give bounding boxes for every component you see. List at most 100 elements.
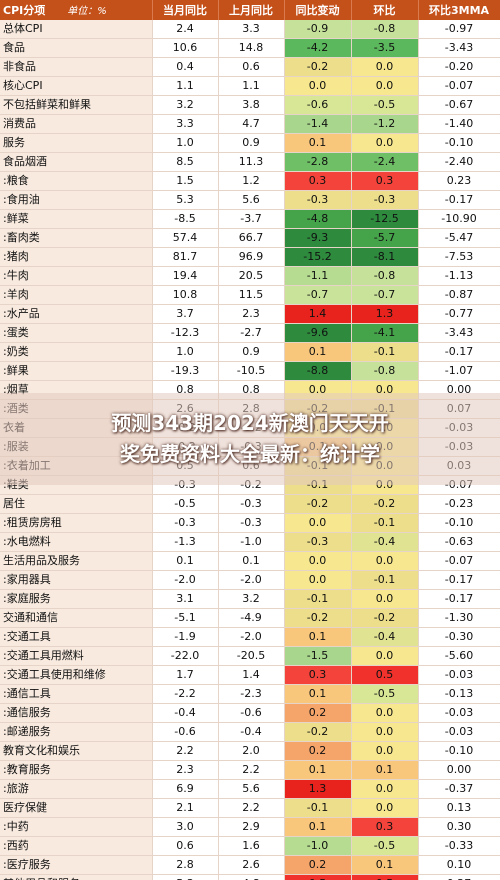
table-row[interactable]: 交通和通信 -5.1 -4.9 -0.2 -0.2 -1.30 (0, 608, 500, 629)
overlay-headline: 预测343期2024新澳门天天开 奖免费资料大全最新：统计学 (0, 408, 500, 470)
header-row: CPI分项 单位：% 当月同比 上月同比 同比变动 环比 环比3MMA (0, 0, 500, 20)
table-row[interactable]: :通信服务 -0.4 -0.6 0.2 0.0 -0.03 (0, 703, 500, 724)
cell-yoy-change: -1.1 (284, 266, 352, 287)
table-row[interactable]: :旅游 6.9 5.6 1.3 0.0 -0.37 (0, 779, 500, 800)
cell-mom: -0.3 (351, 190, 419, 211)
cell-mom: -2.4 (351, 152, 419, 173)
header-category-label: CPI分项 (3, 4, 46, 17)
table-row[interactable]: :奶类 1.0 0.9 0.1 -0.1 -0.17 (0, 342, 500, 363)
cell-prior-yoy: -10.5 (218, 361, 285, 382)
table-row[interactable]: :通信工具 -2.2 -2.3 0.1 -0.5 -0.13 (0, 684, 500, 705)
cell-current-yoy: 2.1 (152, 798, 219, 819)
table-row[interactable]: :鲜菜 -8.5 -3.7 -4.8 -12.5 -10.90 (0, 209, 500, 230)
table-row[interactable]: :鲜果 -19.3 -10.5 -8.8 -0.8 -1.07 (0, 361, 500, 382)
cell-prior-yoy: 0.1 (218, 551, 285, 572)
cell-yoy-change: -1.4 (284, 114, 352, 135)
table-row[interactable]: :家庭服务 3.1 3.2 -0.1 0.0 -0.17 (0, 589, 500, 610)
header-mom-3mma[interactable]: 环比3MMA (418, 0, 500, 20)
table-row[interactable]: 食品 10.6 14.8 -4.2 -3.5 -3.43 (0, 38, 500, 59)
cell-mom-3mma: -0.10 (418, 133, 500, 154)
cell-prior-yoy: 20.5 (218, 266, 285, 287)
row-category: :交通工具用燃料 (0, 646, 153, 667)
cell-current-yoy: 6.9 (152, 779, 219, 800)
cell-current-yoy: 8.5 (152, 152, 219, 173)
row-category: :邮递服务 (0, 722, 153, 743)
table-row[interactable]: 食品烟酒 8.5 11.3 -2.8 -2.4 -2.40 (0, 152, 500, 173)
table-row[interactable]: :交通工具用燃料 -22.0 -20.5 -1.5 0.0 -5.60 (0, 646, 500, 667)
cell-yoy-change: -0.6 (284, 95, 352, 116)
table-row[interactable]: :食用油 5.3 5.6 -0.3 -0.3 -0.17 (0, 190, 500, 211)
table-row[interactable]: :粮食 1.5 1.2 0.3 0.3 0.23 (0, 171, 500, 192)
cell-mom-3mma: -10.90 (418, 209, 500, 230)
table-row[interactable]: :教育服务 2.3 2.2 0.1 0.1 0.00 (0, 760, 500, 781)
table-row[interactable]: :猪肉 81.7 96.9 -15.2 -8.1 -7.53 (0, 247, 500, 268)
cell-current-yoy: 0.6 (152, 836, 219, 857)
table-row[interactable]: 生活用品及服务 0.1 0.1 0.0 0.0 -0.07 (0, 551, 500, 572)
table-row[interactable]: :畜肉类 57.4 66.7 -9.3 -5.7 -5.47 (0, 228, 500, 249)
header-category[interactable]: CPI分项 单位：% (0, 0, 153, 20)
table-row[interactable]: :水电燃料 -1.3 -1.0 -0.3 -0.4 -0.63 (0, 532, 500, 553)
cell-mom-3mma: 0.13 (418, 798, 500, 819)
header-yoy-change[interactable]: 同比变动 (284, 0, 352, 20)
row-category: 其他用品和服务 (0, 874, 153, 880)
cell-mom-3mma: -3.43 (418, 38, 500, 59)
cell-current-yoy: -1.9 (152, 627, 219, 648)
cell-yoy-change: 0.2 (284, 703, 352, 724)
table-row[interactable]: 总体CPI 2.4 3.3 -0.9 -0.8 -0.97 (0, 20, 500, 40)
table-row[interactable]: :中药 3.0 2.9 0.1 0.3 0.30 (0, 817, 500, 838)
table-row[interactable]: :蛋类 -12.3 -2.7 -9.6 -4.1 -3.43 (0, 323, 500, 344)
table-row[interactable]: 其他用品和服务5.34.80.50.50.27 (0, 874, 500, 880)
table-row[interactable]: 居住 -0.5 -0.3 -0.2 -0.2 -0.23 (0, 494, 500, 515)
cell-mom: 0.0 (351, 798, 419, 819)
table-row[interactable]: 消费品 3.3 4.7 -1.4 -1.2 -1.40 (0, 114, 500, 135)
cell-mom: -0.4 (351, 532, 419, 553)
cell-mom: -0.4 (351, 627, 419, 648)
header-prior-yoy[interactable]: 上月同比 (218, 0, 285, 20)
cell-mom: -0.2 (351, 494, 419, 515)
cell-mom: 0.0 (351, 646, 419, 667)
table-row[interactable]: 不包括鲜菜和鲜果 3.2 3.8 -0.6 -0.5 -0.67 (0, 95, 500, 116)
table-row[interactable]: :交通工具 -1.9 -2.0 0.1 -0.4 -0.30 (0, 627, 500, 648)
row-category: 不包括鲜菜和鲜果 (0, 95, 153, 116)
table-row[interactable]: :牛肉 19.4 20.5 -1.1 -0.8 -1.13 (0, 266, 500, 287)
header-current-yoy[interactable]: 当月同比 (152, 0, 219, 20)
table-row[interactable]: :邮递服务 -0.6 -0.4 -0.2 0.0 -0.03 (0, 722, 500, 743)
cell-yoy-change: 0.1 (284, 627, 352, 648)
table-row[interactable]: :西药 0.6 1.6 -1.0 -0.5 -0.33 (0, 836, 500, 857)
cell-mom: 1.3 (351, 304, 419, 325)
cell-mom-3mma: -0.10 (418, 741, 500, 762)
cell-yoy-change: -0.9 (284, 20, 352, 40)
table-row[interactable]: 核心CPI 1.1 1.1 0.0 0.0 -0.07 (0, 76, 500, 97)
cell-current-yoy: -5.1 (152, 608, 219, 629)
cell-mom-3mma: -0.10 (418, 513, 500, 534)
cell-yoy-change: 0.1 (284, 760, 352, 781)
cell-prior-yoy: -3.7 (218, 209, 285, 230)
table-row[interactable]: 服务 1.0 0.9 0.1 0.0 -0.10 (0, 133, 500, 154)
cell-prior-yoy: 3.8 (218, 95, 285, 116)
cell-yoy-change: 0.2 (284, 855, 352, 876)
table-row[interactable]: 教育文化和娱乐 2.2 2.0 0.2 0.0 -0.10 (0, 741, 500, 762)
table-row[interactable]: :羊肉 10.8 11.5 -0.7 -0.7 -0.87 (0, 285, 500, 306)
cell-prior-yoy: 0.6 (218, 57, 285, 78)
table-row[interactable]: :家用器具 -2.0 -2.0 0.0 -0.1 -0.17 (0, 570, 500, 591)
cell-mom: -0.5 (351, 684, 419, 705)
cell-current-yoy: 1.0 (152, 342, 219, 363)
table-row[interactable]: :水产品 3.7 2.3 1.4 1.3 -0.77 (0, 304, 500, 325)
table-row[interactable]: 医疗保健 2.1 2.2 -0.1 0.0 0.13 (0, 798, 500, 819)
header-mom[interactable]: 环比 (351, 0, 419, 20)
table-row[interactable]: :医疗服务 2.8 2.6 0.2 0.1 0.10 (0, 855, 500, 876)
table-row[interactable]: 非食品 0.4 0.6 -0.2 0.0 -0.20 (0, 57, 500, 78)
cell-mom-3mma: -0.20 (418, 57, 500, 78)
table-row[interactable]: :租赁房房租 -0.3 -0.3 0.0 -0.1 -0.10 (0, 513, 500, 534)
row-category: :粮食 (0, 171, 153, 192)
cell-current-yoy: 0.4 (152, 57, 219, 78)
cell-mom-3mma: -0.17 (418, 570, 500, 591)
cell-yoy-change: 1.4 (284, 304, 352, 325)
cell-current-yoy: 5.3 (152, 190, 219, 211)
cell-yoy-change: -15.2 (284, 247, 352, 268)
cell-mom: -0.1 (351, 342, 419, 363)
cell-prior-yoy: 2.9 (218, 817, 285, 838)
table-row[interactable]: :交通工具使用和维修 1.7 1.4 0.3 0.5 -0.03 (0, 665, 500, 686)
cell-prior-yoy: -0.6 (218, 703, 285, 724)
